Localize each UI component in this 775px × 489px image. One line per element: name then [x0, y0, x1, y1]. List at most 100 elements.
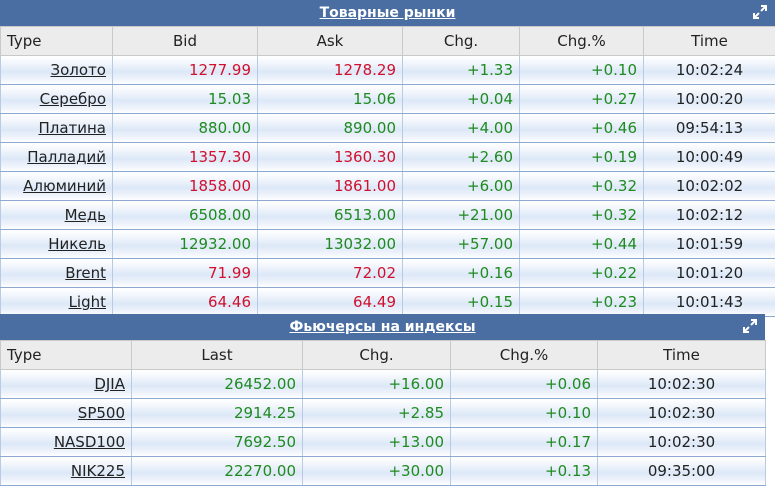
- ask-cell: 1360.30: [257, 142, 403, 172]
- instrument-link[interactable]: Алюминий: [23, 177, 106, 195]
- table-row: Палладий 1357.30 1360.30 +2.60 +0.19 10:…: [0, 142, 775, 172]
- bid-cell: 71.99: [112, 258, 258, 288]
- instrument-link[interactable]: NASD100: [53, 433, 125, 451]
- change-cell: +6.00: [402, 171, 520, 201]
- expand-icon[interactable]: [753, 5, 767, 19]
- table-row: DJIA 26452.00 +16.00 +0.06 10:02:30: [0, 369, 766, 399]
- instrument-name-cell: Золото: [0, 55, 113, 85]
- change-cell: +0.16: [402, 258, 520, 288]
- time-cell: 10:00:49: [643, 142, 775, 172]
- instrument-link[interactable]: Платина: [38, 119, 106, 137]
- instrument-link[interactable]: SP500: [77, 404, 125, 422]
- table-row: SP500 2914.25 +2.85 +0.10 10:02:30: [0, 398, 766, 428]
- change-percent-cell: +0.32: [519, 171, 644, 201]
- instrument-name-cell: Brent: [0, 258, 113, 288]
- change-cell: +16.00: [302, 369, 451, 399]
- instrument-link[interactable]: Медь: [64, 206, 106, 224]
- instrument-name-cell: Платина: [0, 113, 113, 143]
- change-percent-cell: +0.10: [450, 398, 598, 428]
- instrument-name-cell: Серебро: [0, 84, 113, 114]
- instrument-name-cell: DJIA: [0, 369, 132, 399]
- change-percent-cell: +0.27: [519, 84, 644, 114]
- instrument-name-cell: Медь: [0, 200, 113, 230]
- time-cell: 10:01:20: [643, 258, 775, 288]
- change-cell: +2.60: [402, 142, 520, 172]
- instrument-link[interactable]: Золото: [50, 61, 106, 79]
- commodities-table: Type Bid Ask Chg. Chg.% Time Золото 1277…: [0, 26, 775, 317]
- ask-cell: 15.06: [257, 84, 403, 114]
- futures-panel: Фьючерсы на индексы Type Last Chg. Chg.%…: [0, 314, 766, 486]
- table-row: Алюминий 1858.00 1861.00 +6.00 +0.32 10:…: [0, 171, 775, 201]
- change-cell: +0.15: [402, 287, 520, 317]
- change-cell: +57.00: [402, 229, 520, 259]
- instrument-name-cell: NASD100: [0, 427, 132, 457]
- table-row: NIK225 22270.00 +30.00 +0.13 09:35:00: [0, 456, 766, 486]
- ask-cell: 13032.00: [257, 229, 403, 259]
- bid-cell: 6508.00: [112, 200, 258, 230]
- table-row: Brent 71.99 72.02 +0.16 +0.22 10:01:20: [0, 258, 775, 288]
- bid-cell: 880.00: [112, 113, 258, 143]
- change-cell: +21.00: [402, 200, 520, 230]
- table-row: Никель 12932.00 13032.00 +57.00 +0.44 10…: [0, 229, 775, 259]
- instrument-link[interactable]: NIK225: [70, 462, 125, 480]
- instrument-name-cell: Алюминий: [0, 171, 113, 201]
- column-header-chg-percent: Chg.%: [450, 340, 598, 370]
- time-cell: 09:54:13: [643, 113, 775, 143]
- change-cell: +0.04: [402, 84, 520, 114]
- ask-cell: 1278.29: [257, 55, 403, 85]
- column-header-bid: Bid: [112, 26, 258, 56]
- bid-cell: 1357.30: [112, 142, 258, 172]
- ask-cell: 72.02: [257, 258, 403, 288]
- futures-title-bar: Фьючерсы на индексы: [0, 314, 765, 340]
- change-percent-cell: +0.06: [450, 369, 598, 399]
- ask-cell: 890.00: [257, 113, 403, 143]
- instrument-link[interactable]: Light: [68, 293, 106, 311]
- instrument-link[interactable]: Никель: [48, 235, 106, 253]
- instrument-link[interactable]: Серебро: [39, 90, 106, 108]
- commodities-header-row: Type Bid Ask Chg. Chg.% Time: [0, 26, 775, 56]
- change-percent-cell: +0.13: [450, 456, 598, 486]
- change-percent-cell: +0.23: [519, 287, 644, 317]
- change-percent-cell: +0.46: [519, 113, 644, 143]
- instrument-link[interactable]: Палладий: [27, 148, 106, 166]
- change-percent-cell: +0.22: [519, 258, 644, 288]
- futures-table: Type Last Chg. Chg.% Time DJIA 26452.00 …: [0, 340, 766, 486]
- last-cell: 7692.50: [131, 427, 303, 457]
- time-cell: 10:01:59: [643, 229, 775, 259]
- futures-header-row: Type Last Chg. Chg.% Time: [0, 340, 766, 370]
- bid-cell: 15.03: [112, 84, 258, 114]
- change-percent-cell: +0.32: [519, 200, 644, 230]
- instrument-link[interactable]: Brent: [65, 264, 106, 282]
- table-row: Light 64.46 64.49 +0.15 +0.23 10:01:43: [0, 287, 775, 317]
- time-cell: 10:02:02: [643, 171, 775, 201]
- change-cell: +30.00: [302, 456, 451, 486]
- bid-cell: 1277.99: [112, 55, 258, 85]
- column-header-ask: Ask: [257, 26, 403, 56]
- time-cell: 10:02:24: [643, 55, 775, 85]
- bid-cell: 64.46: [112, 287, 258, 317]
- change-cell: +2.85: [302, 398, 451, 428]
- table-row: Платина 880.00 890.00 +4.00 +0.46 09:54:…: [0, 113, 775, 143]
- time-cell: 10:02:30: [597, 427, 766, 457]
- instrument-name-cell: Light: [0, 287, 113, 317]
- table-row: Медь 6508.00 6513.00 +21.00 +0.32 10:02:…: [0, 200, 775, 230]
- change-cell: +13.00: [302, 427, 451, 457]
- commodities-panel: Товарные рынки Type Bid Ask Chg. Chg.% T…: [0, 0, 775, 317]
- commodities-title-bar: Товарные рынки: [0, 0, 775, 26]
- expand-icon[interactable]: [743, 319, 757, 333]
- time-cell: 10:00:20: [643, 84, 775, 114]
- commodities-title-link[interactable]: Товарные рынки: [319, 5, 456, 21]
- ask-cell: 6513.00: [257, 200, 403, 230]
- instrument-link[interactable]: DJIA: [94, 375, 125, 393]
- table-row: Золото 1277.99 1278.29 +1.33 +0.10 10:02…: [0, 55, 775, 85]
- instrument-name-cell: Никель: [0, 229, 113, 259]
- instrument-name-cell: Палладий: [0, 142, 113, 172]
- column-header-chg: Chg.: [302, 340, 451, 370]
- change-percent-cell: +0.19: [519, 142, 644, 172]
- futures-title-link[interactable]: Фьючерсы на индексы: [289, 319, 476, 335]
- column-header-chg: Chg.: [402, 26, 520, 56]
- time-cell: 10:01:43: [643, 287, 775, 317]
- time-cell: 09:35:00: [597, 456, 766, 486]
- last-cell: 22270.00: [131, 456, 303, 486]
- instrument-name-cell: SP500: [0, 398, 132, 428]
